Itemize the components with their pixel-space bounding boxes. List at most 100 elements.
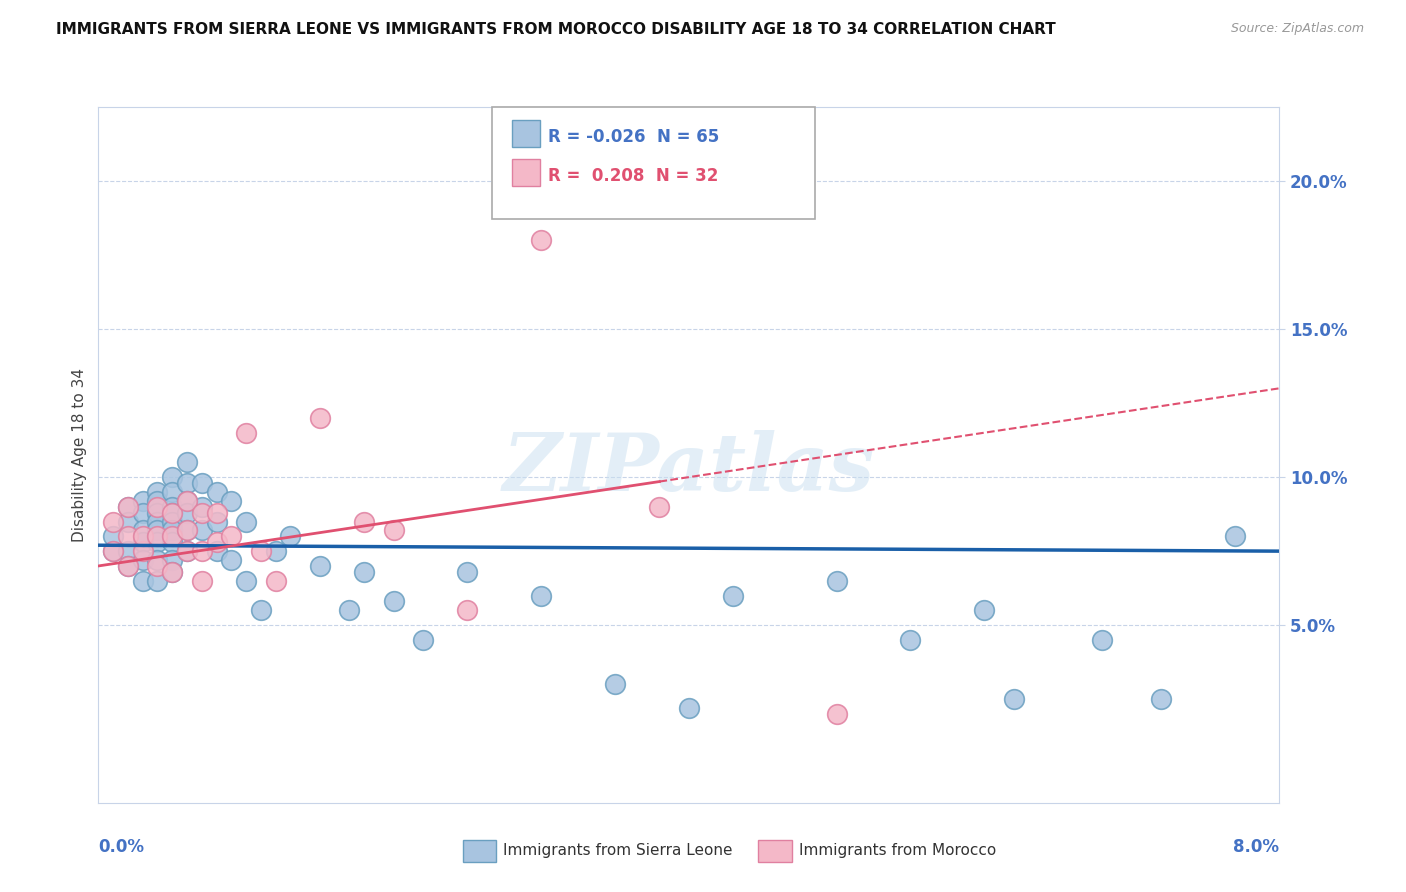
Point — [898, 632, 921, 647]
Text: IMMIGRANTS FROM SIERRA LEONE VS IMMIGRANTS FROM MOROCCO DISABILITY AGE 18 TO 34 : IMMIGRANTS FROM SIERRA LEONE VS IMMIGRAN… — [56, 22, 1056, 37]
Point — [146, 558, 169, 573]
Point — [176, 493, 198, 508]
Point — [132, 524, 155, 538]
Point — [176, 455, 198, 469]
Point — [721, 589, 744, 603]
Point — [162, 565, 183, 579]
Point — [235, 425, 257, 440]
Point — [250, 544, 273, 558]
Text: 8.0%: 8.0% — [1233, 838, 1279, 856]
Point — [825, 574, 848, 588]
Point — [132, 529, 155, 543]
Point — [205, 544, 228, 558]
Point — [205, 515, 228, 529]
Point — [191, 544, 214, 558]
Point — [353, 515, 375, 529]
Point — [103, 544, 124, 558]
Point — [250, 603, 273, 617]
Point — [308, 558, 332, 573]
Text: Source: ZipAtlas.com: Source: ZipAtlas.com — [1230, 22, 1364, 36]
Point — [117, 558, 139, 573]
Point — [162, 553, 183, 567]
Point — [117, 529, 139, 543]
Text: Immigrants from Morocco: Immigrants from Morocco — [799, 844, 995, 858]
Point — [117, 544, 139, 558]
Point — [191, 524, 214, 538]
Point — [162, 529, 183, 543]
Point — [205, 535, 228, 549]
Point — [132, 535, 155, 549]
Point — [278, 529, 301, 543]
Point — [117, 500, 139, 514]
Point — [308, 411, 332, 425]
Point — [146, 574, 169, 588]
Point — [162, 470, 183, 484]
Point — [103, 515, 124, 529]
Point — [117, 515, 139, 529]
Point — [117, 500, 139, 514]
Point — [132, 493, 155, 508]
Point — [146, 493, 169, 508]
Point — [205, 484, 228, 499]
Point — [825, 706, 848, 721]
Point — [146, 500, 169, 514]
Point — [235, 574, 257, 588]
Point — [1223, 529, 1246, 543]
Point — [117, 558, 139, 573]
Point — [219, 553, 242, 567]
Point — [235, 515, 257, 529]
Text: 0.0%: 0.0% — [98, 838, 145, 856]
Point — [103, 544, 124, 558]
Point — [191, 500, 214, 514]
Point — [205, 506, 228, 520]
Point — [412, 632, 434, 647]
Point — [132, 574, 155, 588]
Point — [530, 233, 553, 247]
Point — [146, 529, 169, 543]
Point — [132, 544, 155, 558]
Point — [132, 553, 155, 567]
Point — [605, 677, 627, 691]
Point — [176, 493, 198, 508]
Point — [191, 476, 214, 491]
Point — [162, 506, 183, 520]
Y-axis label: Disability Age 18 to 34: Disability Age 18 to 34 — [72, 368, 87, 542]
Text: Immigrants from Sierra Leone: Immigrants from Sierra Leone — [503, 844, 733, 858]
Point — [146, 506, 169, 520]
Point — [162, 524, 183, 538]
Point — [176, 524, 198, 538]
Point — [176, 506, 198, 520]
Point — [162, 506, 183, 520]
Point — [162, 500, 183, 514]
Point — [456, 603, 478, 617]
Point — [530, 589, 553, 603]
Point — [337, 603, 360, 617]
Point — [162, 484, 183, 499]
Point — [648, 500, 671, 514]
Point — [162, 565, 183, 579]
Point — [1150, 692, 1173, 706]
Point — [146, 553, 169, 567]
Point — [456, 565, 478, 579]
Point — [264, 574, 287, 588]
Point — [162, 515, 183, 529]
Point — [176, 544, 198, 558]
Point — [219, 529, 242, 543]
Point — [176, 544, 198, 558]
Point — [146, 524, 169, 538]
Point — [678, 701, 700, 715]
Text: R =  0.208  N = 32: R = 0.208 N = 32 — [548, 167, 718, 185]
Point — [146, 535, 169, 549]
Text: R = -0.026  N = 65: R = -0.026 N = 65 — [548, 128, 720, 146]
Point — [1091, 632, 1114, 647]
Point — [382, 524, 405, 538]
Point — [973, 603, 995, 617]
Point — [191, 506, 214, 520]
Point — [132, 506, 155, 520]
Point — [176, 524, 198, 538]
Point — [219, 493, 242, 508]
Point — [146, 484, 169, 499]
Point — [353, 565, 375, 579]
Point — [382, 594, 405, 608]
Point — [191, 574, 214, 588]
